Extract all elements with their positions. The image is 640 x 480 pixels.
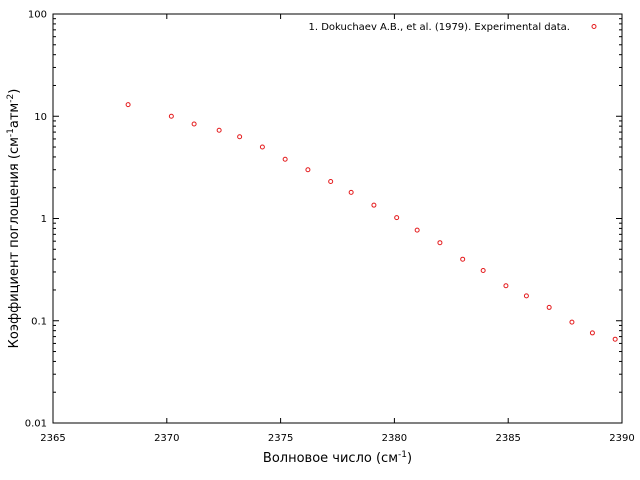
data-point: [503, 283, 509, 289]
x-tick-label: 2385: [495, 433, 520, 444]
data-point: [328, 179, 334, 185]
data-point: [125, 102, 131, 108]
y-tick-label: 10: [34, 112, 47, 123]
data-point: [237, 134, 243, 140]
legend-label: 1. Dokuchaev A.B., et al. (1979). Experi…: [308, 22, 570, 33]
data-point: [460, 256, 466, 262]
x-tick-label: 2390: [609, 433, 634, 444]
data-point: [569, 319, 575, 325]
data-point: [305, 167, 311, 173]
data-point: [523, 293, 529, 299]
data-point: [259, 144, 265, 150]
legend: 1. Dokuchaev A.B., et al. (1979). Experi…: [308, 22, 597, 33]
y-axis-title: Коэффициент поглощения (см-1атм-2): [6, 89, 22, 349]
legend-marker: [591, 24, 597, 29]
data-point: [589, 330, 595, 336]
x-tick-label: 2370: [154, 433, 179, 444]
data-point: [394, 215, 400, 221]
x-axis-title-main: Волновое число (см: [263, 451, 398, 466]
data-point: [546, 304, 552, 310]
x-axis: 2365 2370 2375 2380 2385 2390: [40, 14, 635, 444]
data-point: [480, 268, 486, 274]
data-point: [414, 227, 420, 233]
y-tick-label: 1: [41, 214, 47, 225]
y-axis-title-b: атм: [7, 103, 22, 128]
data-point: [348, 189, 354, 195]
data-point: [191, 121, 197, 127]
data-points: [125, 102, 618, 342]
y-axis-title-sup2: -2: [6, 94, 16, 103]
data-point: [437, 240, 443, 246]
data-point: [371, 202, 377, 208]
x-tick-label: 2365: [40, 433, 65, 444]
y-axis-title-a: Коэффициент поглощения (см: [7, 137, 22, 348]
x-tick-label: 2375: [268, 433, 293, 444]
y-axis-title-sup1: -1: [6, 128, 16, 137]
plot-area: [52, 13, 623, 424]
x-axis-title-tail: ): [407, 451, 412, 466]
x-axis-title: Волновое число (см-1): [263, 450, 412, 466]
y-tick-label: 0.1: [31, 316, 47, 327]
y-axis-title-c: ): [7, 89, 22, 94]
data-point: [282, 156, 288, 162]
x-axis-title-sup: -1: [398, 450, 407, 460]
y-tick-label: 0.01: [25, 419, 47, 430]
data-point: [216, 127, 222, 133]
data-point: [612, 336, 618, 342]
data-point: [168, 113, 174, 119]
y-axis: 0.01 0.1 1 10 100: [25, 10, 622, 430]
y-tick-label: 100: [28, 10, 47, 21]
x-tick-label: 2380: [382, 433, 407, 444]
